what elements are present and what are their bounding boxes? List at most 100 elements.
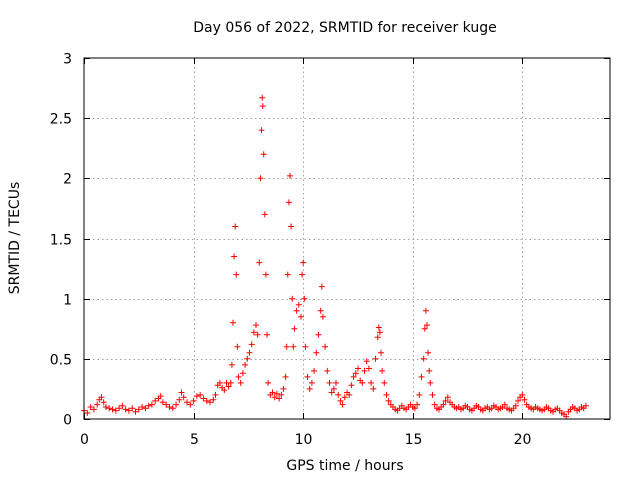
data-point [335,391,342,398]
data-point [427,379,434,386]
data-point [375,324,382,331]
data-point [190,397,197,404]
data-point [414,401,421,408]
data-point [365,365,372,372]
data-point [317,307,324,314]
data-point [376,329,383,336]
data-point [442,397,449,404]
data-point [298,313,304,320]
data-point [225,383,232,390]
data-point [231,253,238,260]
x-tick-label: 20 [514,432,532,448]
data-point [210,396,217,403]
data-point [352,370,359,377]
data-point [178,389,185,396]
data-point [302,343,309,350]
data-point [304,373,311,380]
data-point [346,391,353,398]
data-point [295,301,302,308]
data-point [139,404,146,410]
data-point [227,379,234,386]
data-point [264,331,270,338]
data-point [122,406,129,413]
x-tick-label: 10 [295,432,313,448]
data-point [339,401,346,408]
x-tick-label: 0 [80,432,89,448]
data-point [422,307,429,314]
data-point [418,373,425,380]
data-point [425,349,432,356]
data-point [145,402,152,409]
data-point [381,379,388,386]
data-point [421,325,428,332]
data-point [159,399,166,406]
data-point [426,367,433,374]
data-point [319,313,326,320]
data-point [322,343,329,350]
data-point [363,358,370,365]
data-point [257,175,264,182]
y-tick-label: 2 [63,172,72,188]
data-point [173,401,180,408]
data-point [431,401,438,408]
data-point [359,379,366,386]
data-point [315,331,322,338]
y-tick-label: 0.5 [50,353,72,369]
data-point [152,397,159,404]
data-point [212,391,219,398]
plot-frame [83,57,611,420]
data-point [300,259,307,266]
data-point [308,379,315,386]
x-axis-label: GPS time / hours [286,458,403,474]
data-point [324,367,331,374]
data-point [288,223,295,230]
data-point [429,391,436,398]
data-point [361,367,368,374]
data-point [265,379,272,386]
data-point [94,401,101,408]
data-point [232,223,239,230]
data-point [244,355,251,362]
data-point [119,402,126,409]
data-point [330,385,337,392]
y-tick-labels: 0 0.5 1 1.5 2 2.5 3 [50,52,72,429]
data-point [259,103,266,110]
data-point [278,391,285,398]
data-point [285,199,292,206]
data-point [250,329,257,336]
data-point [501,401,508,408]
data-point [512,402,519,409]
data-point [102,404,109,410]
data-point [246,349,253,356]
data-point [420,355,427,362]
data-point [207,399,213,406]
data-point [273,390,280,397]
data-point [350,373,357,380]
data-point [284,271,291,278]
data-point [197,391,204,398]
data-point [411,405,418,412]
data-point [142,405,149,412]
axis-ticks [84,58,610,420]
data-point [582,402,589,409]
data-point [258,127,265,134]
data-point [416,391,423,398]
data-point [306,385,313,392]
data-point [157,393,164,400]
y-tick-label: 1.5 [50,233,72,249]
data-point [166,404,173,410]
data-point [235,373,242,380]
y-tick-label: 1 [63,293,72,309]
data-point [262,271,269,278]
data-point [254,331,261,338]
data-point [287,172,293,179]
data-point [169,405,176,412]
data-point [261,211,268,218]
data-point [176,396,183,403]
data-point [271,394,278,401]
data-point [234,343,241,350]
data-point [521,396,528,403]
data-point [221,387,228,394]
data-point [98,394,105,401]
